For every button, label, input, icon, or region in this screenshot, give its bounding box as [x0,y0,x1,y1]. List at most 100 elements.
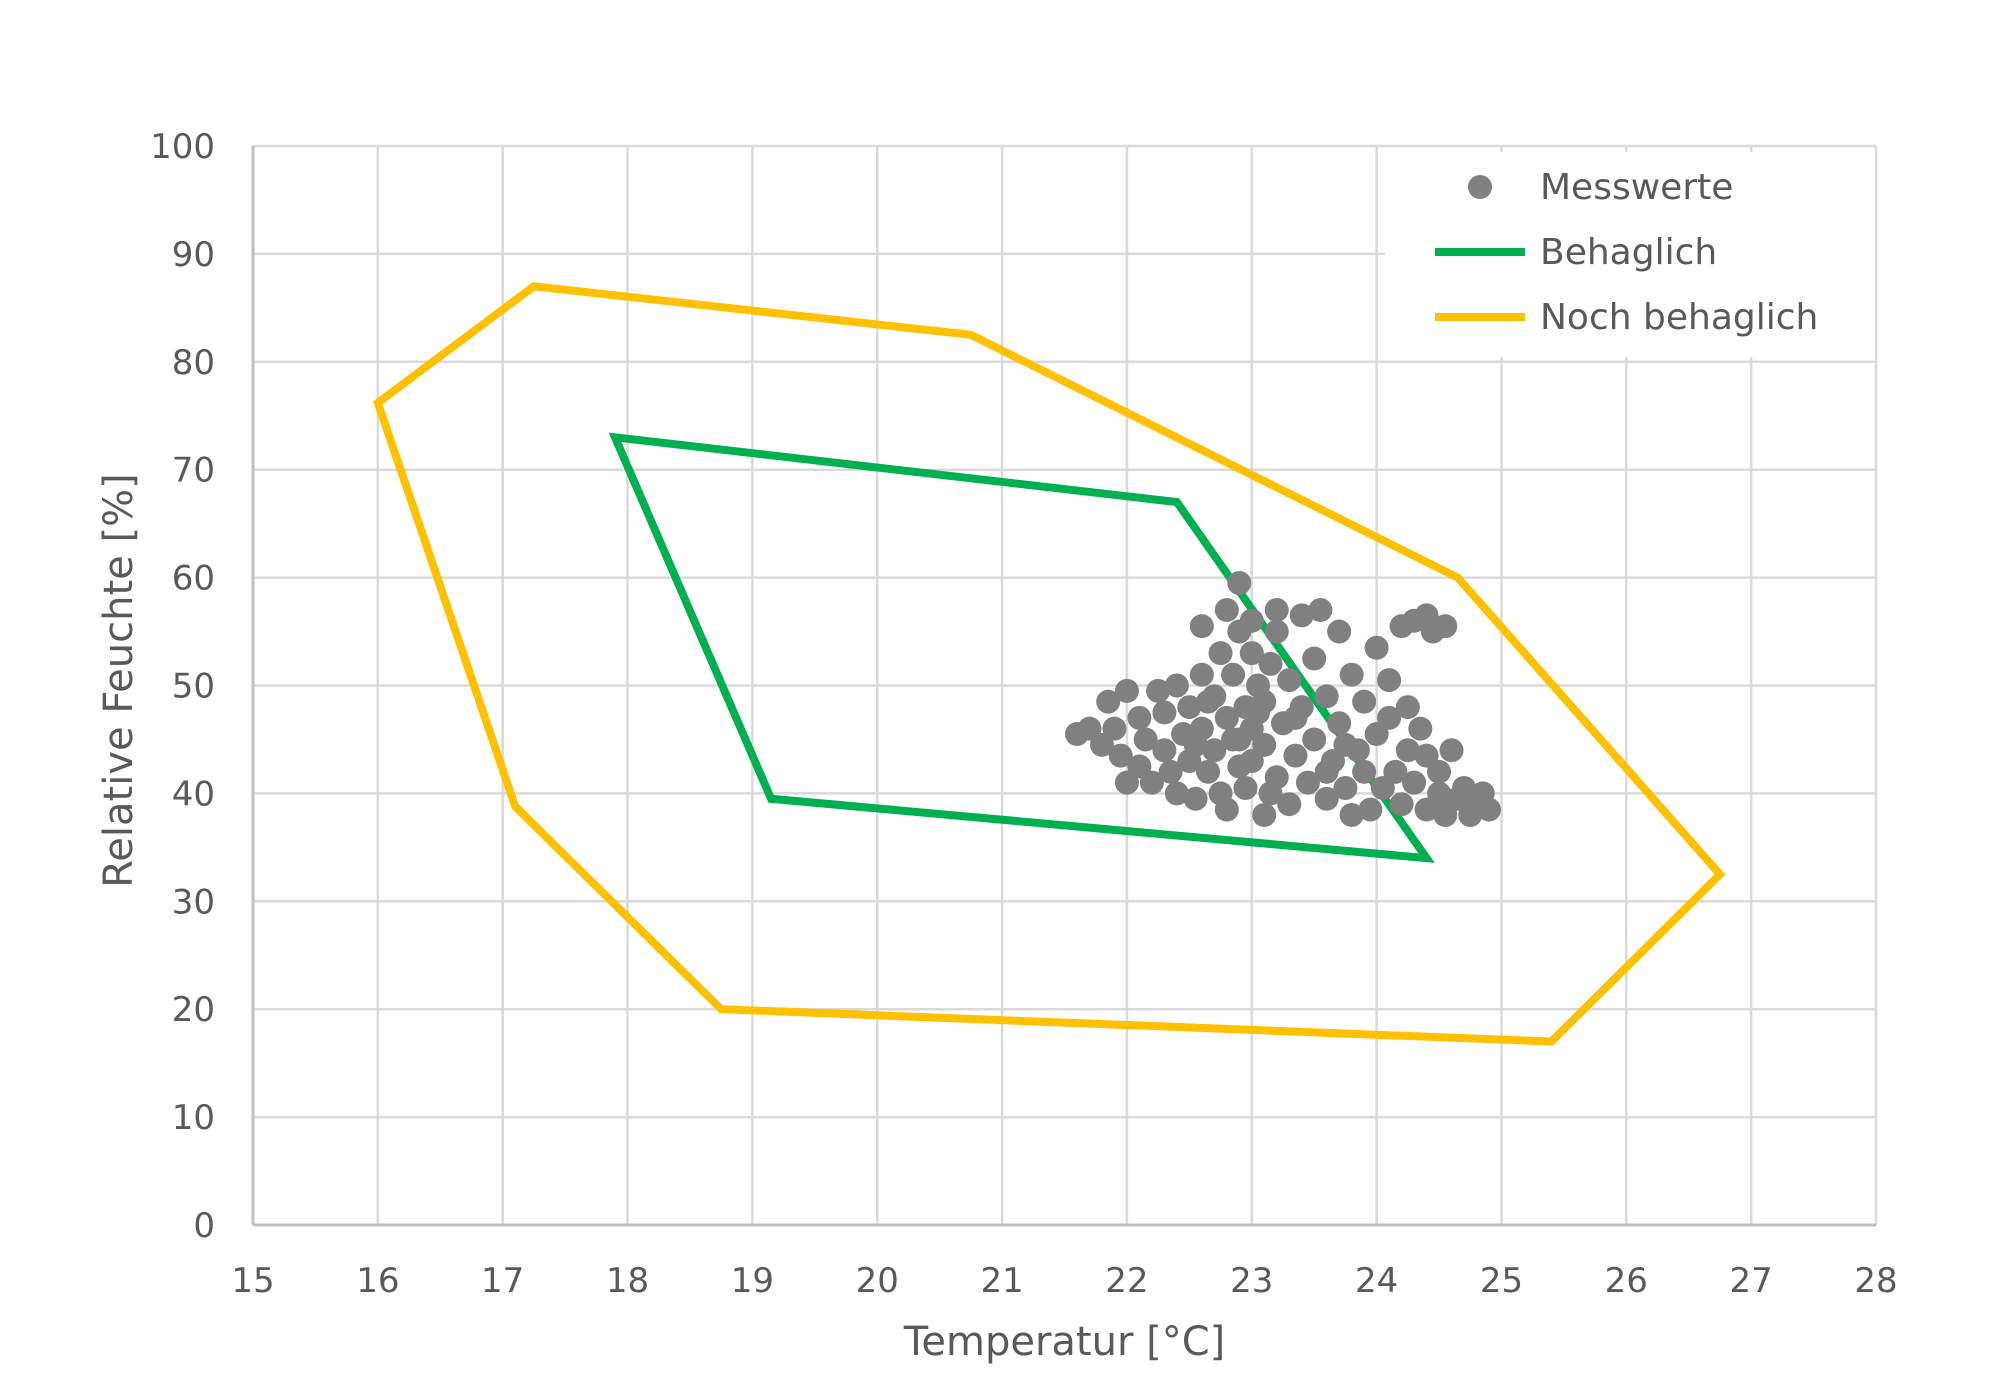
data-point [1152,700,1177,725]
data-point [1314,786,1339,811]
data-point [1239,608,1264,633]
x-tick-label: 18 [606,1261,649,1301]
data-point [1133,727,1158,752]
data-point [1102,716,1127,741]
data-point [1433,802,1458,827]
behaglich-polygon [608,432,1435,863]
data-point [1377,668,1402,693]
data-point [1221,662,1246,687]
data-point [1239,749,1264,774]
y-tick-label: 80 [172,343,215,383]
data-point [1283,743,1308,768]
data-point [1427,759,1452,784]
data-point [1358,797,1383,822]
x-tick-label: 23 [1230,1261,1273,1301]
data-point [1214,797,1239,822]
data-point [1152,738,1177,763]
y-tick-label: 70 [172,451,215,491]
data-point [1096,689,1121,714]
data-point [1395,695,1420,720]
data-point [1339,662,1364,687]
data-point [1295,770,1320,795]
y-tick-label: 100 [150,127,215,167]
data-point [1239,641,1264,666]
data-point [1308,597,1333,622]
data-point [1146,678,1171,703]
data-point [1333,776,1358,801]
data-point [1208,641,1233,666]
data-point [1164,673,1189,698]
data-point [1214,705,1239,730]
y-tick-label: 90 [172,235,215,275]
data-point [1252,802,1277,827]
data-point [1427,781,1452,806]
x-axis-title: Temperatur [°C] [903,1319,1226,1365]
data-point [1252,732,1277,757]
legend: Messwerte Behaglich Noch behaglich [1385,152,1875,357]
x-tick-label: 21 [980,1261,1023,1301]
data-point [1114,678,1139,703]
data-point [1352,689,1377,714]
data-point [1314,684,1339,709]
data-point [1227,570,1252,595]
data-point [1077,716,1102,741]
data-point [1314,759,1339,784]
series-layer [373,282,1726,1046]
data-point [1264,619,1289,644]
data-point [1127,705,1152,730]
data-point [1258,781,1283,806]
data-point [1177,695,1202,720]
x-tick-label: 27 [1730,1261,1773,1301]
data-point [1414,603,1439,628]
data-point [1283,705,1308,730]
y-tick-label: 10 [172,1098,215,1138]
data-point [1189,662,1214,687]
messwerte-points [1064,570,1501,827]
data-point [1414,743,1439,768]
data-point [1114,770,1139,795]
data-point [1327,711,1352,736]
data-point [1264,597,1289,622]
data-point [1227,727,1252,752]
noch-behaglich-polygon [373,282,1726,1046]
data-point [1433,614,1458,639]
data-point [1127,754,1152,779]
data-point [1352,759,1377,784]
x-tick-label: 24 [1355,1261,1398,1301]
data-point [1402,770,1427,795]
data-point [1414,797,1439,822]
data-point [1202,738,1227,763]
data-point [1439,738,1464,763]
x-tick-label: 22 [1105,1261,1148,1301]
data-point [1370,776,1395,801]
data-point [1364,722,1389,747]
data-point [1302,727,1327,752]
axes [251,146,1876,1227]
x-tick-label: 26 [1605,1261,1648,1301]
data-point [1339,802,1364,827]
y-axis-title: Relative Feuchte [%] [96,473,142,887]
data-point [1333,732,1358,757]
data-point [1476,797,1501,822]
legend-label-messwerte: Messwerte [1540,167,1733,208]
data-point [1277,668,1302,693]
data-point [1389,792,1414,817]
legend-marker-messwerte [1468,175,1492,199]
data-point [1196,759,1221,784]
data-point [1277,792,1302,817]
x-tick-label: 28 [1854,1261,1897,1301]
data-point [1164,781,1189,806]
data-point [1258,651,1283,676]
y-tick-label: 50 [172,667,215,707]
data-point [1108,743,1133,768]
data-point [1158,759,1183,784]
data-point [1289,603,1314,628]
data-point [1196,689,1221,714]
y-tick-label: 0 [193,1206,215,1246]
data-point [1214,597,1239,622]
data-point [1089,732,1114,757]
data-point [1452,776,1477,801]
x-tick-label: 25 [1480,1261,1523,1301]
